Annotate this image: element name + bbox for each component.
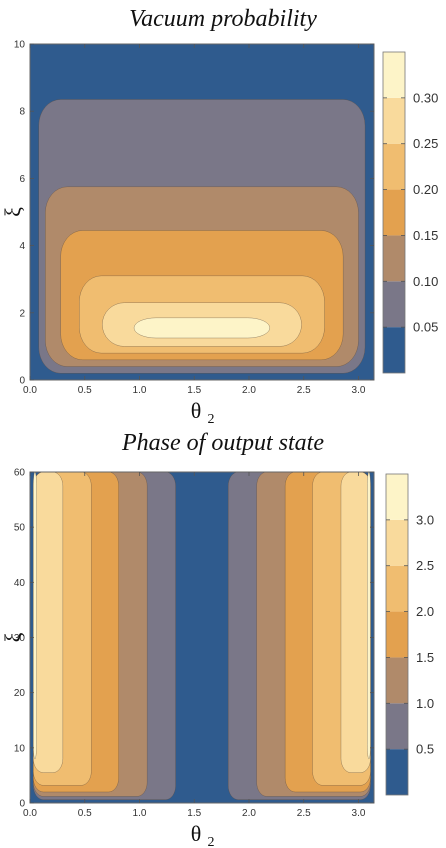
- colorbar-segment: [386, 749, 408, 795]
- contour-region: [33, 471, 37, 760]
- x-tick-label: 1.0: [133, 808, 147, 819]
- x-tick-label: 1.5: [187, 385, 201, 396]
- colorbar-frame: [385, 473, 409, 796]
- contour-region: [133, 317, 271, 339]
- colorbar-tick-label: 1.0: [416, 696, 434, 711]
- colorbar-tick-label: 0.30: [413, 90, 438, 105]
- y-tick-label: 60: [14, 468, 26, 479]
- colorbar-segment: [383, 97, 405, 144]
- colorbar-tick-label: 0.05: [413, 320, 438, 335]
- y-tick-label: 40: [14, 578, 26, 589]
- x-tick-label: 2.0: [242, 808, 256, 819]
- vacuum-probability-panel: Vacuum probability 0.0 0.5 1.0 1.5 2.0 2.5 3.0…: [0, 6, 438, 425]
- x-axis-label-subscript: 2: [208, 412, 215, 424]
- x-axis-label: θ: [191, 821, 202, 846]
- colorbar-segment: [386, 657, 408, 704]
- y-tick-label: 10: [14, 40, 26, 51]
- x-tick-label: 1.0: [133, 385, 147, 396]
- colorbar-tick-label: 0.20: [413, 182, 438, 197]
- x-tick-label: 0.0: [23, 385, 37, 396]
- x-tick-label: 2.0: [242, 385, 256, 396]
- colorbar-segment: [383, 327, 405, 373]
- colorbar-tick-label: 0.15: [413, 228, 438, 243]
- x-tick-label: 0.0: [23, 808, 37, 819]
- colorbar-segment: [383, 189, 405, 236]
- x-tick-label: 2.5: [297, 808, 311, 819]
- colorbar-segment: [383, 52, 405, 98]
- y-tick-label: 6: [19, 174, 25, 185]
- plot-frame: [29, 43, 375, 381]
- y-tick-label: 4: [19, 241, 25, 252]
- colorbar-segment: [386, 611, 408, 658]
- colorbar-tick-label: 3.0: [416, 512, 434, 527]
- y-tick-label: 30: [14, 633, 26, 644]
- colorbar-segment: [386, 474, 408, 520]
- y-tick-label: 20: [14, 688, 26, 699]
- y-tick-label: 8: [19, 107, 25, 118]
- phase-output-panel: Phase of output state 0.0 0.5 1.0 1.5 2.0 2.5…: [0, 424, 446, 848]
- x-tick-label: 2.5: [297, 385, 311, 396]
- colorbar-segment: [383, 281, 405, 328]
- contour-region: [340, 471, 371, 773]
- colorbar-tick-label: 2.0: [416, 604, 434, 619]
- phase-output-chart: 0.0 0.5 1.0 1.5 2.0 2.5 3.0 0 10 20 30 40 50 60 θ 2 ξ 0.5…: [0, 468, 434, 848]
- y-tick-label: 2: [19, 308, 25, 319]
- contour-region: [367, 471, 371, 760]
- chart-title: Vacuum probability: [129, 6, 317, 32]
- y-tick-label: 0: [19, 376, 25, 387]
- colorbar-segment: [383, 143, 405, 190]
- y-tick-label: 50: [14, 523, 26, 534]
- chart-title: Phase of output state: [122, 430, 324, 456]
- colorbar-tick-label: 1.5: [416, 650, 434, 665]
- x-tick-label: 1.5: [187, 808, 201, 819]
- y-axis-label: ξ: [0, 207, 25, 217]
- colorbar-tick-label: 0.10: [413, 274, 438, 289]
- colorbar-segment: [383, 235, 405, 282]
- colorbar-tick-label: 2.5: [416, 558, 434, 573]
- y-tick-label: 0: [19, 799, 25, 810]
- colorbar-segment: [386, 565, 408, 612]
- x-axis-label-subscript: 2: [208, 835, 215, 848]
- x-axis-label: θ: [191, 398, 202, 423]
- contour-region: [33, 471, 64, 773]
- x-tick-label: 3.0: [352, 385, 366, 396]
- colorbar-segment: [386, 519, 408, 566]
- colorbar-tick-label: 0.5: [416, 742, 434, 757]
- x-tick-label: 3.0: [352, 808, 366, 819]
- x-tick-label: 0.5: [78, 385, 92, 396]
- colorbar-tick-label: 0.25: [413, 136, 438, 151]
- x-tick-label: 0.5: [78, 808, 92, 819]
- y-axis-label: ξ: [0, 632, 25, 642]
- colorbar-frame: [382, 51, 406, 374]
- y-tick-label: 10: [14, 743, 26, 754]
- colorbar-segment: [386, 703, 408, 750]
